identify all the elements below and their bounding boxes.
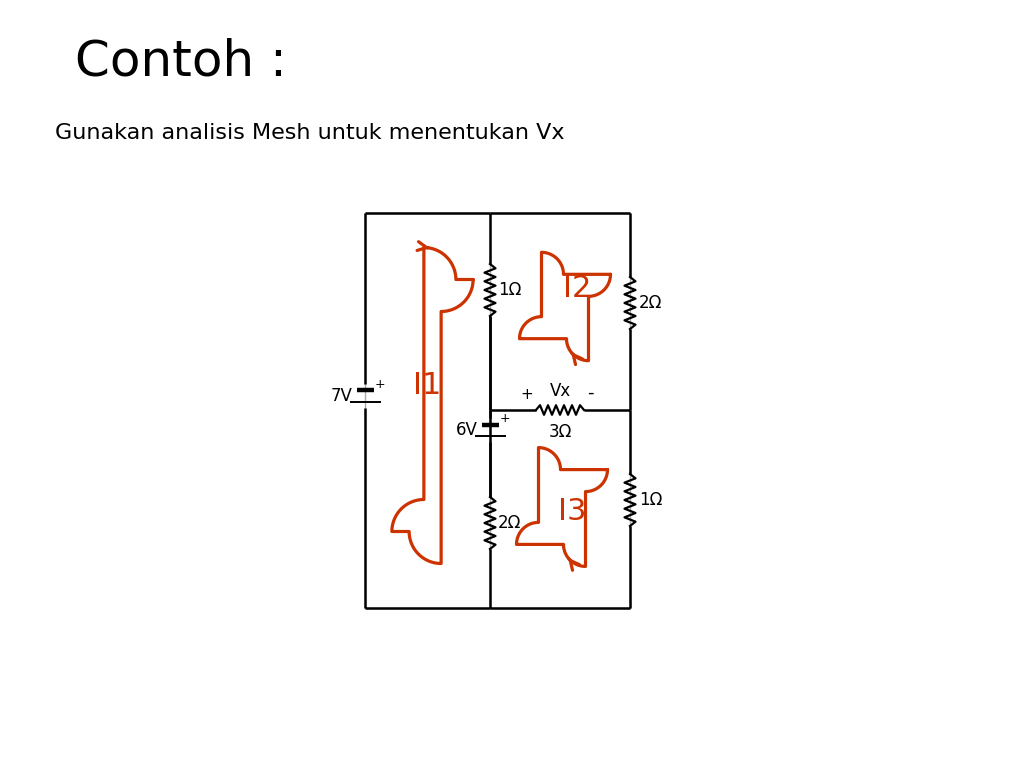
Text: Gunakan analisis Mesh untuk menentukan Vx: Gunakan analisis Mesh untuk menentukan V… — [55, 123, 564, 143]
Text: +: + — [500, 412, 511, 425]
Text: 1Ω: 1Ω — [639, 491, 663, 509]
Text: I2: I2 — [563, 274, 591, 303]
Text: 2Ω: 2Ω — [498, 514, 521, 532]
Text: -: - — [587, 384, 593, 402]
Text: Contoh :: Contoh : — [75, 38, 287, 86]
Text: 3Ω: 3Ω — [548, 423, 571, 441]
Text: I1: I1 — [414, 371, 441, 400]
Text: 1Ω: 1Ω — [498, 281, 521, 299]
Text: 6V: 6V — [456, 421, 478, 439]
Bar — [365, 213, 630, 608]
Text: 2Ω: 2Ω — [639, 294, 663, 312]
Text: +: + — [520, 387, 534, 402]
Text: Vx: Vx — [549, 382, 570, 400]
Text: I3: I3 — [558, 498, 587, 527]
Text: +: + — [375, 379, 386, 392]
Text: 7V: 7V — [331, 387, 353, 405]
